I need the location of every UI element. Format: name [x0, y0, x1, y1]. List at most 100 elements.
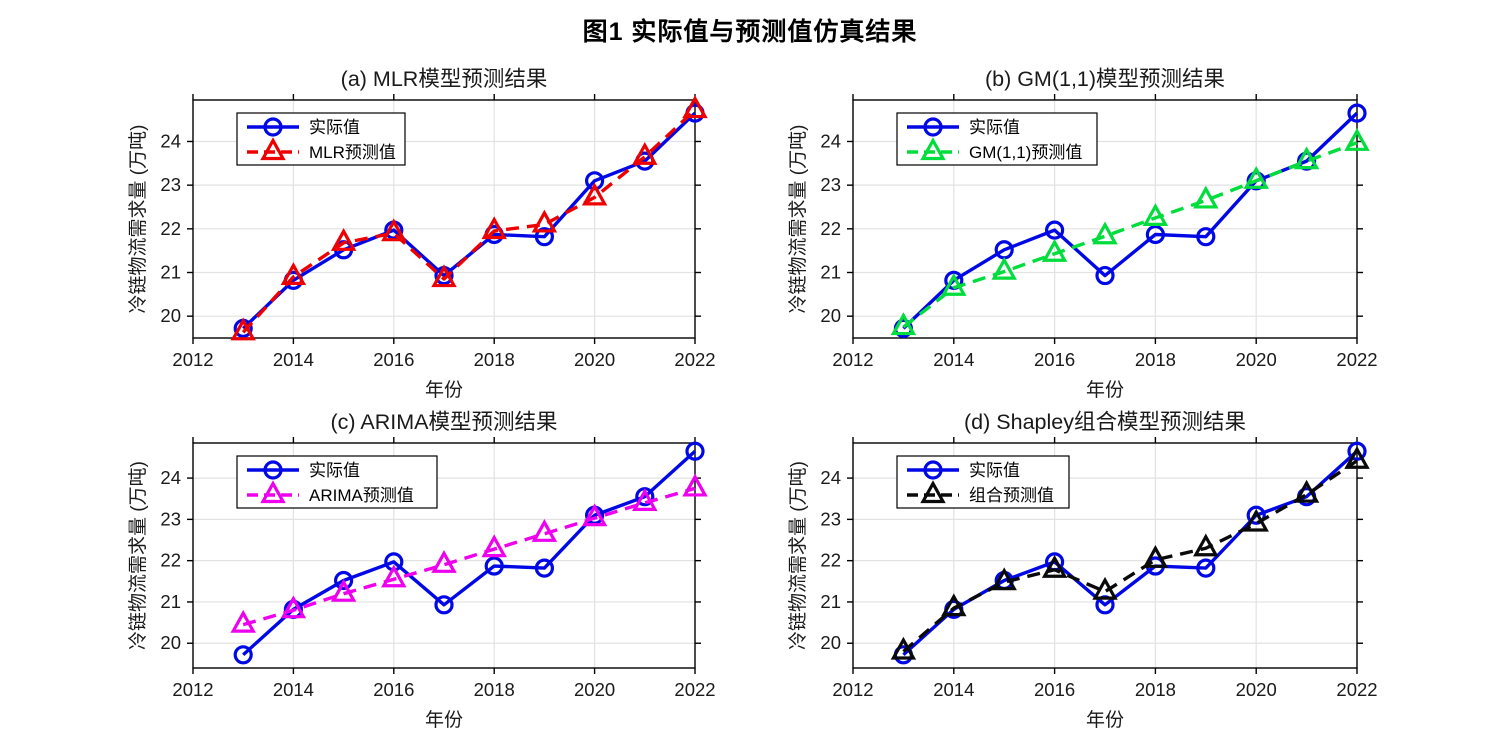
predicted-marker	[941, 593, 967, 617]
legend-sample-marker	[920, 480, 946, 504]
x-tick-label: 2016	[1034, 679, 1075, 700]
x-tick-label: 2022	[1336, 679, 1377, 700]
x-tick-label: 2018	[1135, 349, 1176, 370]
x-tick-label: 2016	[373, 349, 414, 370]
x-tick-label: 2014	[933, 679, 974, 700]
predicted-marker	[991, 256, 1017, 280]
legend-sample-marker	[263, 460, 283, 480]
legend-sample-marker	[260, 480, 286, 504]
x-tick-label: 2016	[373, 679, 414, 700]
y-tick-label: 23	[160, 174, 181, 195]
subplot-d: 2012 2014 2016 2018 2020 2022 20 21 22 23 24 (d) Sh…	[787, 410, 1378, 731]
y-tick-label: 20	[160, 632, 181, 653]
subplot-a: 2012 2014 2016 2018 2020 2022 20 21 22 23 24 (a) ML…	[127, 67, 716, 401]
predicted-marker	[230, 317, 256, 341]
predicted-line	[902, 459, 1358, 653]
actual-marker	[1095, 265, 1115, 286]
y-axis-label: 冷链物流需求量 (万吨)	[787, 461, 809, 650]
axes-box	[192, 442, 696, 669]
legend: 实际值 GM(1,1)预测值	[896, 112, 1098, 166]
legend-sample-marker	[923, 117, 943, 137]
figure-title: 图1 实际值与预测值仿真结果	[582, 18, 918, 46]
x-tick-label: 2012	[172, 679, 213, 700]
y-tick-label: 20	[820, 632, 841, 653]
predicted-marker	[1041, 554, 1068, 578]
actual-marker	[534, 227, 555, 247]
actual-marker	[1347, 441, 1367, 461]
x-tick-label: 2018	[474, 679, 515, 700]
predicted-marker	[1142, 545, 1169, 568]
subplot-title: (c) ARIMA模型预测结果	[331, 410, 558, 434]
predicted-marker	[682, 473, 708, 497]
predicted-marker	[581, 503, 608, 527]
x-tick-label: 2020	[574, 679, 615, 700]
predicted-marker	[632, 488, 658, 511]
y-tick-label: 21	[160, 261, 181, 282]
legend: 实际值 ARIMA预测值	[236, 455, 438, 509]
predicted-marker	[632, 141, 658, 165]
axes-box	[852, 99, 1358, 339]
predicted-marker	[1243, 508, 1269, 532]
actual-marker	[685, 441, 705, 461]
y-tick-label: 23	[160, 508, 181, 529]
legend-box	[896, 112, 1098, 166]
predicted-marker	[531, 519, 558, 542]
legend-label: 实际值	[309, 118, 360, 137]
y-axis-label: 冷链物流需求量 (万吨)	[127, 461, 149, 650]
legend-sample-marker	[923, 460, 943, 480]
axes-box	[852, 442, 1358, 669]
x-tick-label: 2014	[933, 349, 974, 370]
predicted-marker	[481, 216, 507, 240]
x-tick-label: 2012	[172, 349, 213, 370]
subplot-title: (a) MLR模型预测结果	[341, 67, 548, 91]
predicted-marker	[1041, 238, 1068, 262]
subplot-title: (b) GM(1,1)模型预测结果	[985, 67, 1225, 91]
legend-label: 实际值	[969, 118, 1020, 137]
legend: 实际值 MLR预测值	[236, 112, 406, 166]
x-tick-label: 2020	[1236, 349, 1277, 370]
y-tick-label: 22	[820, 550, 841, 571]
predicted-marker	[1193, 185, 1219, 209]
legend-label: 实际值	[309, 461, 360, 480]
y-axis-label: 冷链物流需求量 (万吨)	[127, 125, 149, 314]
subplot-c: 2012 2014 2016 2018 2020 2022 20 21 22 23 24 (c) AR…	[127, 410, 716, 731]
predicted-marker	[280, 595, 307, 619]
y-tick-label: 24	[820, 130, 841, 151]
predicted-marker	[1293, 479, 1320, 503]
x-axis-label: 年份	[1086, 709, 1124, 731]
y-tick-label: 24	[820, 467, 841, 488]
predicted-marker	[1344, 445, 1370, 469]
predicted-marker	[581, 182, 608, 206]
actual-marker	[534, 558, 555, 578]
actual-line	[242, 111, 697, 330]
predicted-marker	[991, 567, 1017, 591]
predicted-marker	[330, 228, 357, 251]
predicted-marker	[890, 312, 917, 336]
predicted-marker	[330, 578, 357, 602]
y-tick-label: 22	[820, 218, 841, 239]
y-tick-label: 21	[160, 591, 181, 612]
predicted-marker	[230, 609, 256, 633]
predicted-marker	[1142, 203, 1169, 227]
actual-marker	[1196, 558, 1216, 578]
predicted-marker	[682, 95, 708, 119]
legend-label: 实际值	[969, 461, 1020, 480]
predicted-marker	[890, 636, 917, 660]
gridlines	[193, 100, 695, 338]
predicted-marker	[381, 218, 407, 242]
predicted-line	[242, 486, 696, 627]
y-axis-label: 冷链物流需求量 (万吨)	[787, 125, 809, 314]
tick-marks	[847, 94, 1363, 344]
actual-marker	[1196, 227, 1216, 247]
y-tick-label: 23	[820, 174, 841, 195]
actual-marker	[1045, 220, 1065, 240]
predicted-marker	[280, 262, 307, 285]
y-tick-label: 24	[160, 130, 181, 151]
x-tick-label: 2020	[574, 349, 615, 370]
y-tick-label: 24	[160, 467, 181, 488]
predicted-marker	[1193, 533, 1219, 557]
x-axis-label: 年份	[425, 709, 463, 731]
y-tick-label: 20	[820, 305, 841, 326]
actual-marker	[484, 556, 504, 576]
